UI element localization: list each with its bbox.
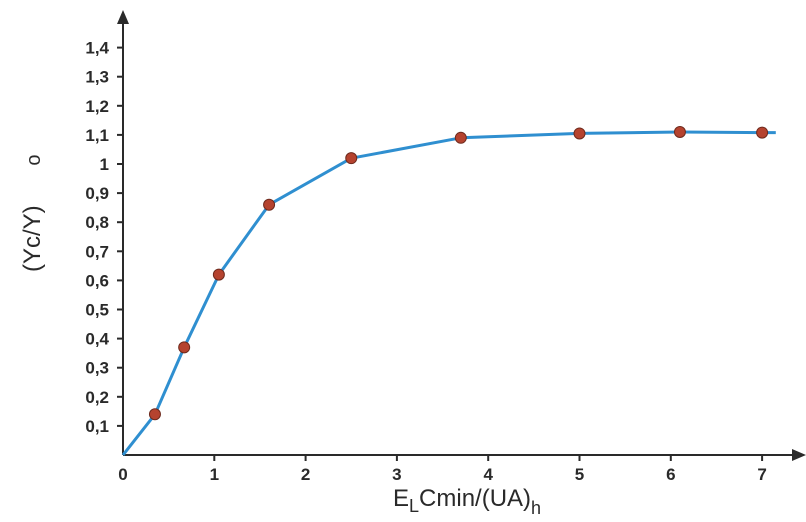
y-tick-label: 1,3 [85,68,109,87]
data-point [148,408,161,421]
data-point [345,152,358,165]
data-point [454,131,467,144]
x-tick-label: 1 [210,465,219,484]
y-tick-label: 1,1 [85,126,109,145]
x-tick-label: 5 [575,465,584,484]
x-tick-label: 3 [392,465,401,484]
data-point [263,198,276,211]
x-title-sub1: L [409,496,419,516]
y-axis-arrow [117,10,129,24]
x-title-mid: Cmin/(UA) [419,485,531,512]
y-tick-label: 1 [100,155,109,174]
y-tick-label: 1,2 [85,97,109,116]
x-tick-label: 7 [757,465,766,484]
y-title-suffix: o [23,154,45,165]
y-tick-label: 0,4 [85,330,109,349]
data-point [756,126,769,139]
x-tick-label: 4 [483,465,493,484]
y-tick-label: 0,7 [85,242,109,261]
y-tick-label: 1,4 [85,39,109,58]
x-tick-label: 0 [118,465,127,484]
x-tick-group: 0 1 2 3 4 5 6 7 [118,455,767,484]
y-tick-label: 0,9 [85,184,109,203]
y-title-main: (Yc/Y) [19,205,46,272]
x-title-sub2: h [531,498,541,518]
x-title-main: E [393,485,409,512]
data-point [673,125,686,138]
y-tick-label: 0,1 [85,417,109,436]
y-tick-label: 0,3 [85,359,109,378]
y-tick-group: 0,1 0,2 0,3 0,4 0,5 0,6 0,7 0,8 0,9 1 1,1 1,2 1,3 1,4 [85,39,123,436]
x-tick-label: 6 [666,465,675,484]
data-point [178,341,191,354]
x-tick-label: 2 [301,465,310,484]
y-tick-label: 0,2 [85,388,109,407]
series-line [121,130,776,456]
y-axis-title: (Yc/Y) [19,205,46,272]
y-tick-label: 0,6 [85,271,109,290]
x-axis-arrow [792,449,806,461]
series-group [121,125,776,456]
y-tick-label: 0,8 [85,213,109,232]
x-axis-title: ELCmin/(UA)h [393,485,541,518]
y-tick-label: 0,5 [85,301,109,320]
data-point [573,127,586,140]
data-point [212,268,225,281]
